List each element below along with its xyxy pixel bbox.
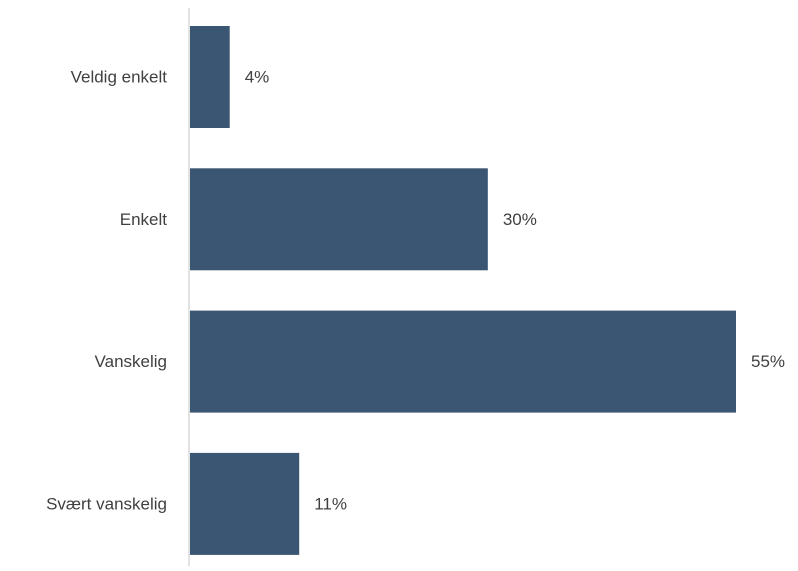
- data-label-enkelt: 30%: [503, 210, 537, 229]
- data-labels-group: 4% 30% 55% 11%: [245, 68, 785, 514]
- category-label-veldig-enkelt: Veldig enkelt: [71, 68, 168, 87]
- bar-veldig-enkelt: [190, 26, 230, 128]
- category-label-vanskelig: Vanskelig: [95, 352, 167, 371]
- bar-sv-rt-vanskelig: [190, 452, 300, 555]
- bars-group: [190, 26, 736, 555]
- data-label-vanskelig: 55%: [751, 352, 785, 371]
- category-label-enkelt: Enkelt: [120, 210, 168, 229]
- data-label-sv-rt-vanskelig: 11%: [314, 494, 347, 513]
- bar-vanskelig: [190, 310, 736, 413]
- bar-enkelt: [190, 168, 488, 271]
- data-label-veldig-enkelt: 4%: [245, 68, 270, 87]
- category-label-sv-rt-vanskelig: Svært vanskelig: [46, 494, 167, 513]
- category-labels-group: Veldig enkelt Enkelt Vanskelig Svært vanske…: [46, 68, 167, 514]
